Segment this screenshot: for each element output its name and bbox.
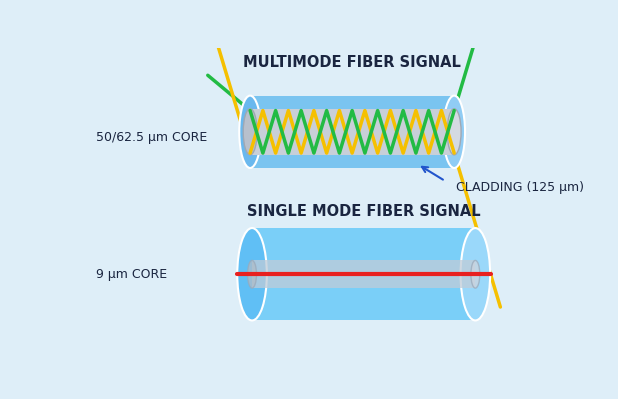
Ellipse shape — [243, 109, 257, 155]
Ellipse shape — [471, 261, 480, 288]
Text: SINGLE MODE FIBER SIGNAL: SINGLE MODE FIBER SIGNAL — [247, 204, 481, 219]
Polygon shape — [252, 228, 475, 320]
Ellipse shape — [239, 96, 261, 168]
Text: 50/62.5 μm CORE: 50/62.5 μm CORE — [96, 131, 207, 144]
Text: MULTIMODE FIBER SIGNAL: MULTIMODE FIBER SIGNAL — [243, 55, 461, 70]
Text: CLADDING (125 μm): CLADDING (125 μm) — [456, 181, 584, 194]
Ellipse shape — [237, 228, 267, 320]
Polygon shape — [250, 96, 454, 168]
Ellipse shape — [443, 96, 465, 168]
Text: 9 μm CORE: 9 μm CORE — [96, 268, 167, 281]
Polygon shape — [252, 261, 475, 288]
Polygon shape — [250, 109, 454, 155]
Ellipse shape — [447, 109, 461, 155]
Ellipse shape — [460, 228, 490, 320]
Ellipse shape — [248, 261, 256, 288]
